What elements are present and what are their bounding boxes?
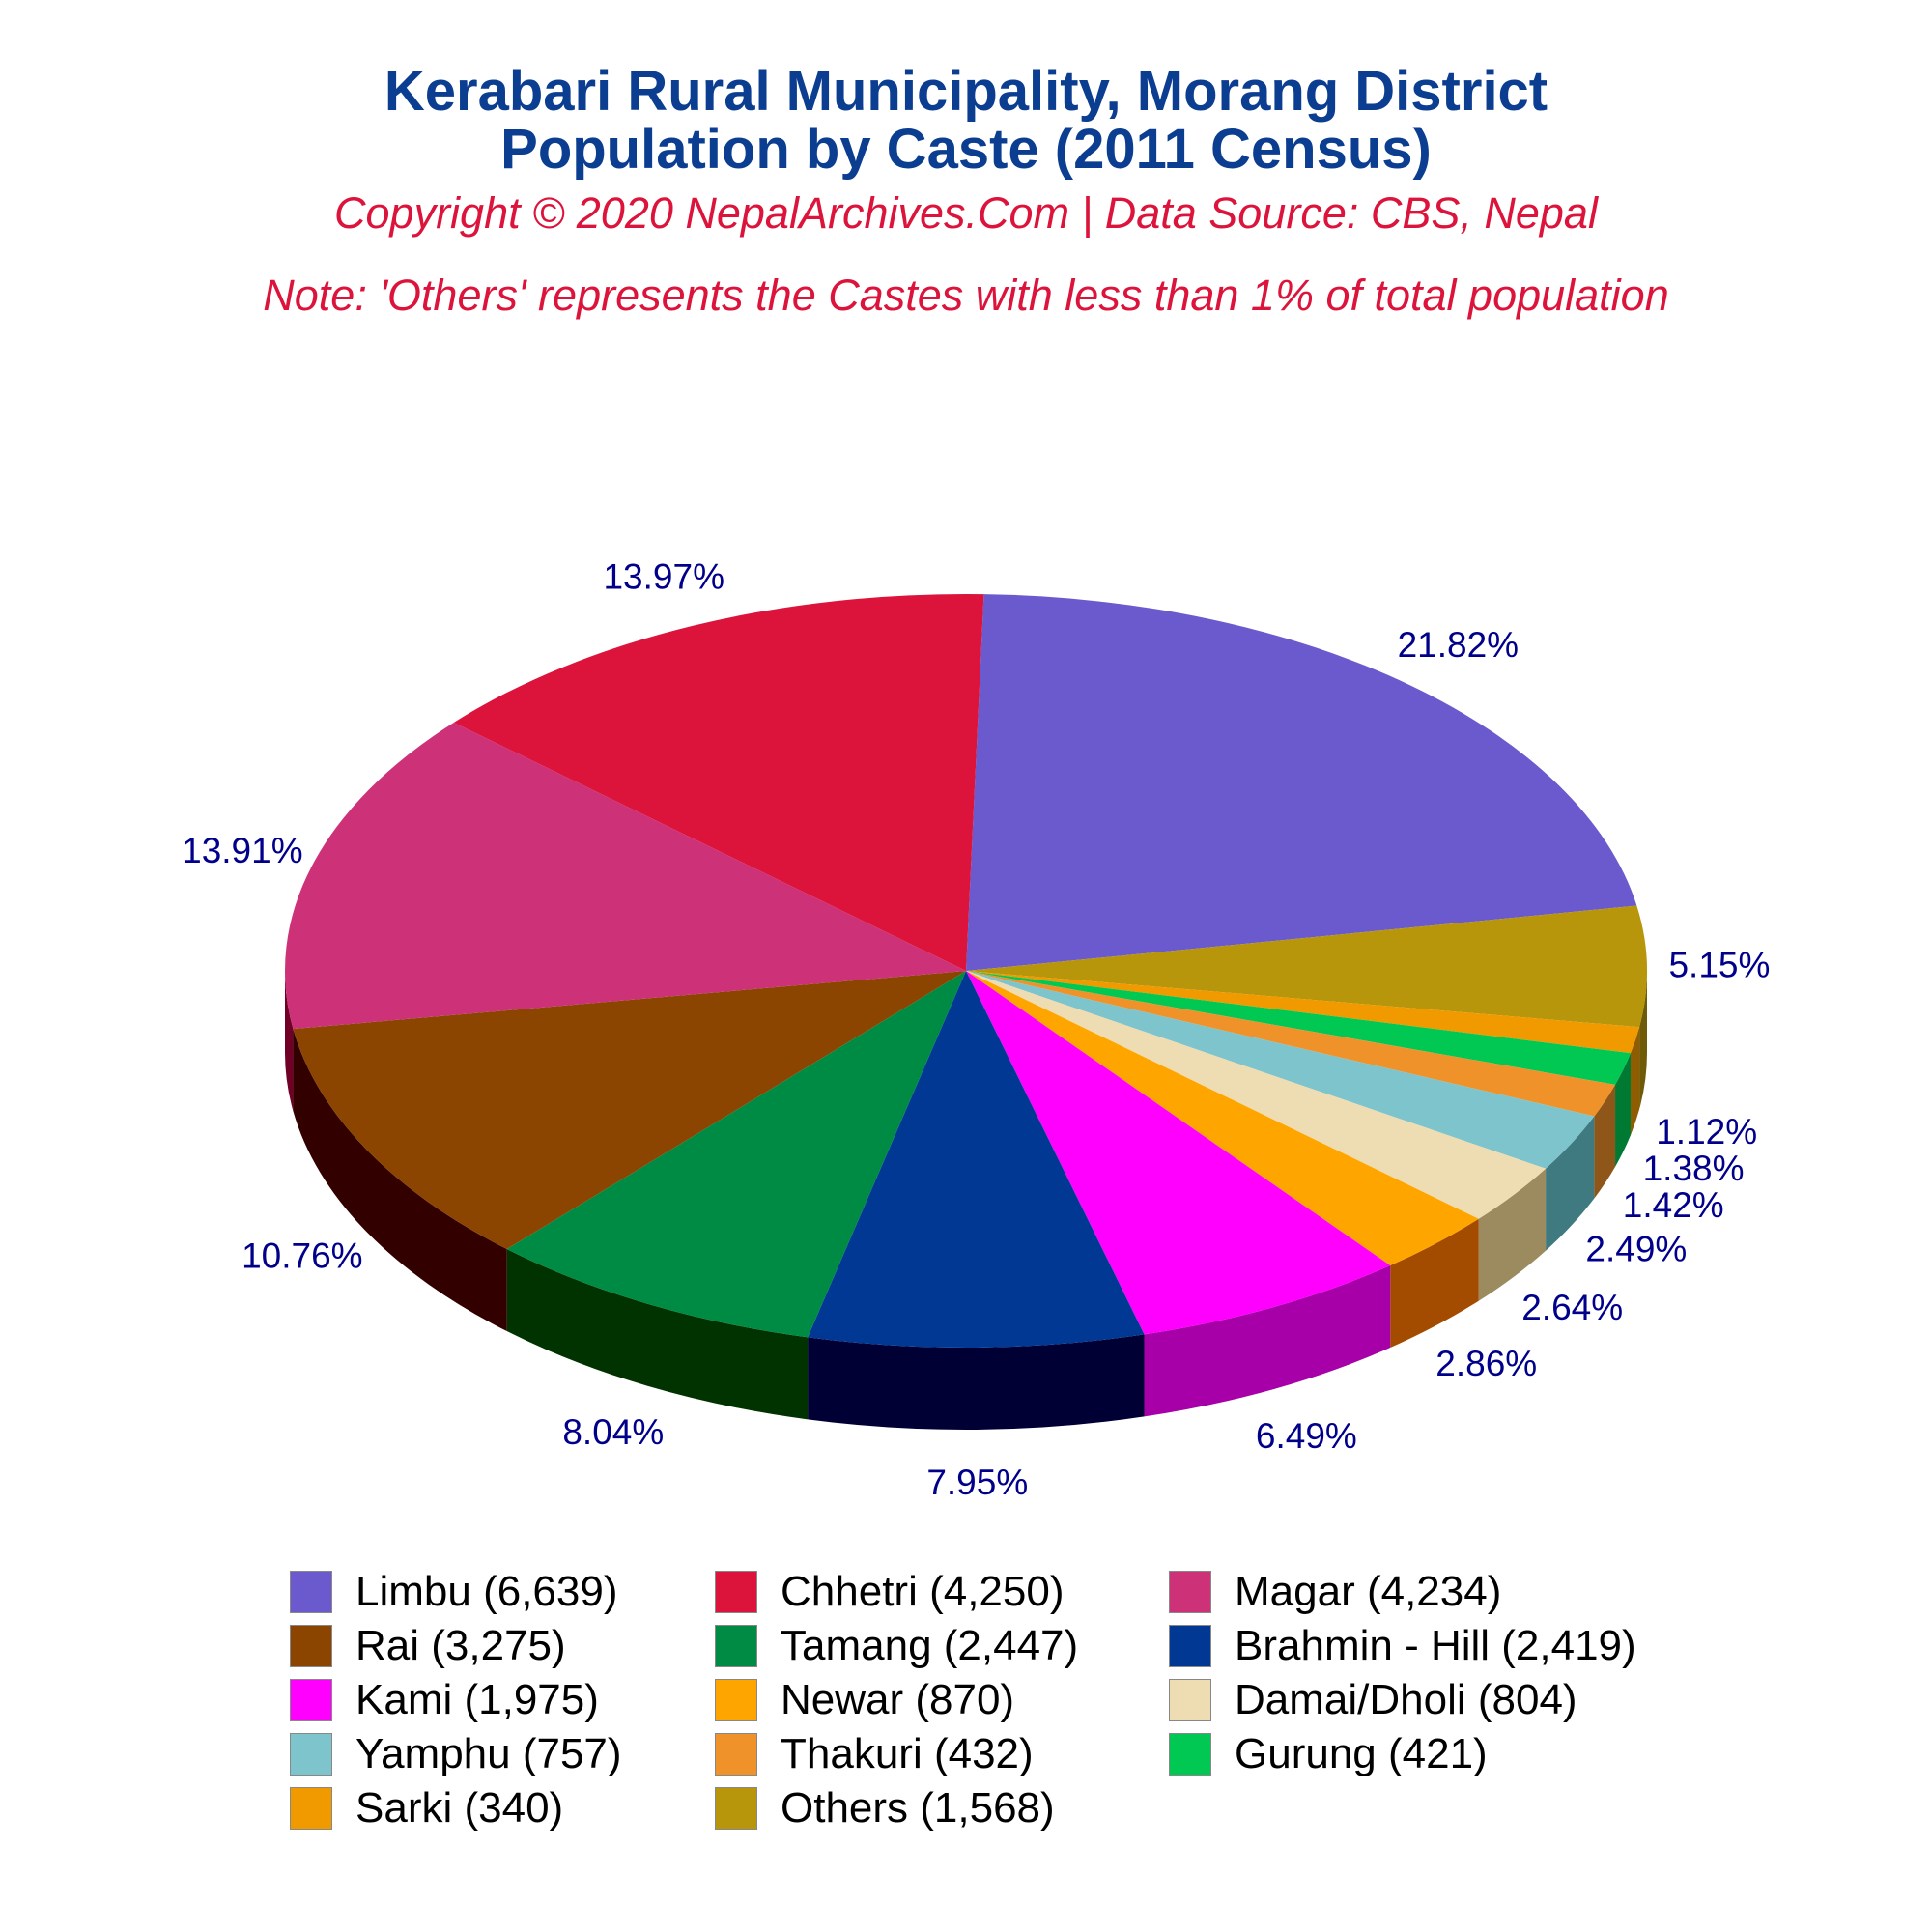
pie-percent-labels: 21.82% 5.15% 1.12%1.38%1.42% 2.49% 2.64% 2.86… xyxy=(182,556,1770,1502)
legend-label: Yamphu (757) xyxy=(355,1730,622,1777)
legend-swatch xyxy=(715,1787,757,1830)
pie-slice xyxy=(966,905,1647,1028)
legend-label: Sarki (340) xyxy=(355,1784,564,1832)
pie-slice-side xyxy=(1478,1168,1547,1301)
slice-percent-label: 2.86% xyxy=(1435,1344,1537,1383)
pie-slice-side xyxy=(285,971,294,1112)
legend-swatch xyxy=(715,1625,757,1667)
legend-item: Sarki (340) xyxy=(290,1781,715,1835)
chart-note: Note: 'Others' represents the Castes wit… xyxy=(263,270,1669,320)
slice-percent-label: 8.04% xyxy=(562,1412,664,1452)
legend-label: Brahmin - Hill (2,419) xyxy=(1235,1622,1636,1669)
pie-slice xyxy=(966,971,1391,1335)
pie-slice xyxy=(808,971,1145,1348)
pie-side-walls xyxy=(285,971,1647,1431)
pie-top-faces xyxy=(284,594,1647,1348)
pie-slice-side xyxy=(1390,1218,1479,1349)
pie-slice-side xyxy=(1594,1084,1616,1199)
legend-label: Tamang (2,447) xyxy=(781,1622,1079,1669)
pie-slice xyxy=(284,722,966,1030)
legend-label: Magar (4,234) xyxy=(1235,1568,1502,1615)
chart-title-line-1: Kerabari Rural Municipality, Morang Dist… xyxy=(384,60,1548,123)
legend-item: Tamang (2,447) xyxy=(715,1619,1169,1673)
pie-slice-side xyxy=(808,1334,1145,1431)
legend-label: Rai (3,275) xyxy=(355,1622,566,1669)
legend-swatch xyxy=(1169,1625,1211,1667)
legend-label: Damai/Dholi (804) xyxy=(1235,1676,1577,1723)
legend-item: Damai/Dholi (804) xyxy=(1169,1673,1633,1727)
slice-percent-label: 1.38% xyxy=(1643,1149,1745,1188)
pie-slice xyxy=(293,971,966,1250)
pie-slice xyxy=(966,971,1595,1169)
legend-swatch xyxy=(290,1787,332,1830)
legend-swatch xyxy=(715,1733,757,1776)
legend-item: Others (1,568) xyxy=(715,1781,1169,1835)
slice-percent-label: 13.97% xyxy=(603,556,724,596)
pie-slice-side xyxy=(1639,971,1647,1110)
legend-swatch xyxy=(715,1679,757,1721)
slice-percent-label: 1.12% xyxy=(1656,1112,1757,1151)
slice-percent-label: 2.49% xyxy=(1585,1229,1687,1268)
legend-swatch xyxy=(1169,1733,1211,1776)
legend-item: Magar (4,234) xyxy=(1169,1565,1633,1619)
slice-percent-label: 10.76% xyxy=(242,1236,363,1276)
legend-item: Chhetri (4,250) xyxy=(715,1565,1169,1619)
pie-slice-side xyxy=(506,1249,809,1420)
slice-percent-label: 2.64% xyxy=(1521,1288,1623,1327)
pie-slice xyxy=(966,594,1637,971)
legend-swatch xyxy=(715,1571,757,1613)
legend-item: Yamphu (757) xyxy=(290,1727,715,1781)
pie-slice-side xyxy=(1144,1265,1391,1417)
legend-label: Gurung (421) xyxy=(1235,1730,1488,1777)
legend-item: Limbu (6,639) xyxy=(290,1565,715,1619)
slice-percent-label: 1.42% xyxy=(1623,1185,1724,1225)
slice-percent-label: 5.15% xyxy=(1668,946,1770,985)
pie-slice xyxy=(966,971,1479,1266)
legend-item: Rai (3,275) xyxy=(290,1619,715,1673)
legend-item: Gurung (421) xyxy=(1169,1727,1633,1781)
legend-swatch xyxy=(290,1679,332,1721)
slice-percent-label: 6.49% xyxy=(1256,1416,1357,1456)
chart-legend: Limbu (6,639) Chhetri (4,250) Magar (4,234… xyxy=(290,1565,1739,1835)
pie-slice-side xyxy=(1615,1053,1631,1167)
legend-swatch xyxy=(290,1625,332,1667)
chart-subtitle: Copyright © 2020 NepalArchives.Com | Dat… xyxy=(334,188,1598,238)
pie-slice-side xyxy=(293,1029,507,1332)
legend-label: Chhetri (4,250) xyxy=(781,1568,1065,1615)
pie-slice-side xyxy=(1630,1027,1640,1136)
pie-slice xyxy=(506,971,966,1338)
legend-item: Thakuri (432) xyxy=(715,1727,1169,1781)
legend-item: Newar (870) xyxy=(715,1673,1169,1727)
pie-slice xyxy=(966,971,1640,1054)
legend-item: Brahmin - Hill (2,419) xyxy=(1169,1619,1636,1673)
legend-label: Kami (1,975) xyxy=(355,1676,599,1723)
pie-slice xyxy=(966,971,1616,1117)
legend-swatch xyxy=(290,1733,332,1776)
pie-slice xyxy=(966,971,1631,1085)
pie-slice-side xyxy=(1546,1116,1595,1251)
legend-label: Limbu (6,639) xyxy=(355,1568,618,1615)
legend-swatch xyxy=(290,1571,332,1613)
slice-percent-label: 21.82% xyxy=(1398,625,1520,665)
legend-label: Newar (870) xyxy=(781,1676,1015,1723)
legend-label: Others (1,568) xyxy=(781,1784,1055,1832)
chart-title-line-2: Population by Caste (2011 Census) xyxy=(500,118,1432,181)
pie-slice xyxy=(966,971,1547,1219)
slice-percent-label: 7.95% xyxy=(926,1463,1028,1502)
legend-label: Thakuri (432) xyxy=(781,1730,1034,1777)
pie-slice xyxy=(453,594,984,971)
legend-item: Kami (1,975) xyxy=(290,1673,715,1727)
legend-swatch xyxy=(1169,1571,1211,1613)
chart-header: Kerabari Rural Municipality, Morang Dist… xyxy=(0,0,1932,321)
slice-percent-label: 13.91% xyxy=(182,831,303,870)
legend-swatch xyxy=(1169,1679,1211,1721)
